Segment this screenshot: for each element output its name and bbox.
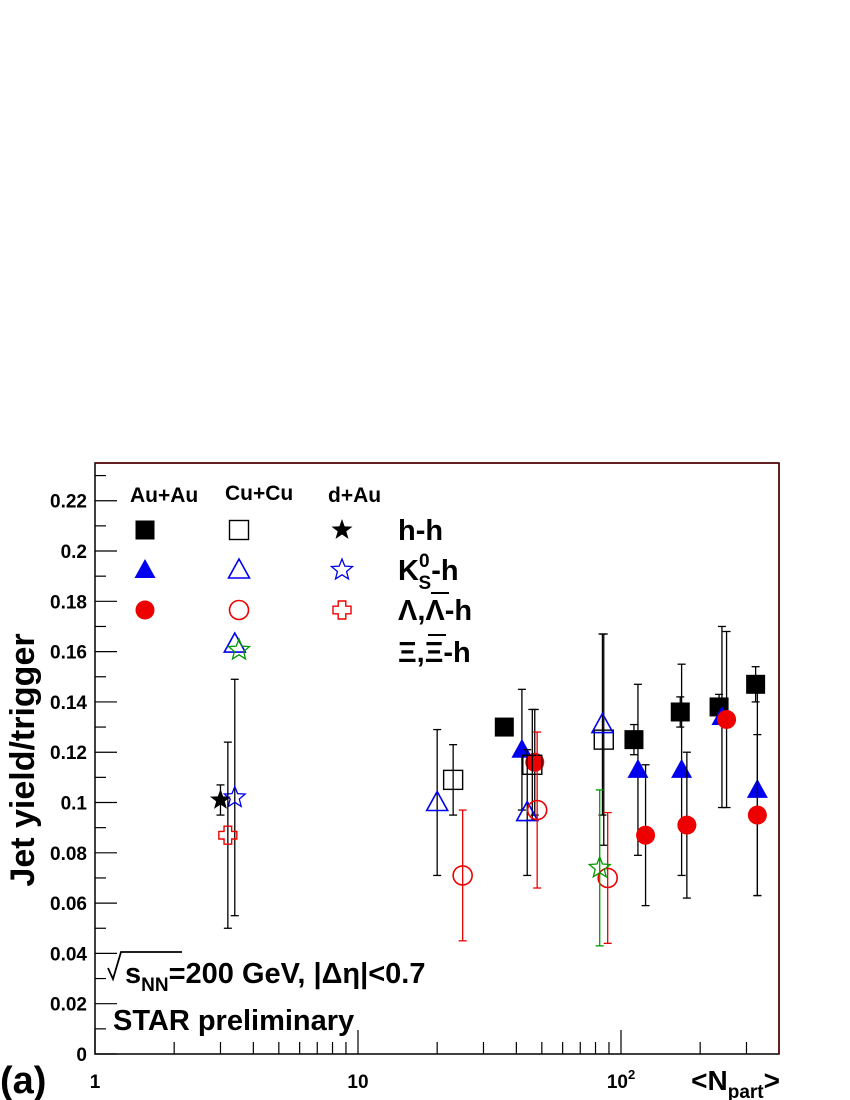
y-tick-label: 0.22 bbox=[50, 492, 87, 513]
panel-label: (a) bbox=[0, 1060, 46, 1100]
data-point-au-au-k0s-h bbox=[671, 758, 693, 778]
data-point-cu-cu-k0s-h bbox=[222, 631, 247, 653]
legend-row-k0s-sup: 0 bbox=[419, 551, 430, 572]
legend-row-xi: Ξ,Ξ-h bbox=[398, 637, 471, 669]
x-tick-label: 10 bbox=[347, 1072, 368, 1093]
sqrt-symbol bbox=[107, 951, 182, 982]
legend-marker-square bbox=[228, 519, 250, 541]
legend-row-k0s-main: K bbox=[398, 555, 419, 587]
legend-marker-star bbox=[226, 637, 252, 661]
data-point-cu-cu-k0s-h bbox=[425, 789, 450, 812]
y-tick-label: 0.12 bbox=[50, 743, 87, 764]
legend-column-auau: Au+Au bbox=[130, 484, 198, 507]
x-axis-label: <Npart> bbox=[691, 1065, 780, 1100]
legend: Au+Au Cu+Cu d+Au h-h K0 S-h Λ,Λ-h Ξ,Ξ-h bbox=[130, 482, 472, 669]
x-axis-label-end: > bbox=[764, 1065, 780, 1096]
legend-column-cucu: Cu+Cu bbox=[225, 482, 293, 505]
data-point-d-au-h bbox=[218, 825, 238, 845]
data-point-au-au-h-h bbox=[624, 730, 644, 750]
legend-marker-star bbox=[329, 557, 355, 581]
y-tick-label: 0.1 bbox=[61, 794, 88, 815]
x-axis-label-sub: part bbox=[728, 1082, 765, 1100]
data-point-au-au-h bbox=[717, 710, 737, 730]
data-point-au-au-h bbox=[677, 815, 697, 835]
y-tick-label: 0.18 bbox=[50, 592, 87, 613]
data-point-au-au-h bbox=[525, 752, 545, 772]
y-tick-label: 0.2 bbox=[61, 542, 87, 563]
legend-marker-circle bbox=[228, 599, 250, 621]
data-point-cu-cu-h bbox=[452, 865, 473, 886]
y-tick-label: 0.02 bbox=[50, 995, 87, 1016]
y-tick-label: 0.16 bbox=[50, 643, 87, 664]
legend-marker-cross bbox=[332, 600, 352, 620]
legend-markers bbox=[134, 519, 355, 661]
data-point-au-au-h-h bbox=[670, 702, 690, 722]
energy-annotation: sNN=200 GeV, |Δη|<0.7 bbox=[125, 958, 426, 996]
x-tick-label: 1 bbox=[90, 1072, 101, 1093]
legend-row-hh: h-h bbox=[398, 515, 443, 547]
y-tick-label: 0.14 bbox=[50, 693, 87, 714]
legend-marker-circle bbox=[135, 600, 155, 620]
y-axis-label: Jet yield/trigger bbox=[4, 633, 42, 886]
data-point-cu-cu-h bbox=[587, 855, 612, 879]
data-point-cu-cu-h-h bbox=[522, 754, 543, 775]
y-tick-label: 0.06 bbox=[50, 894, 87, 915]
legend-row-k0s-tail: -h bbox=[431, 555, 458, 587]
y-tick-label: 0.04 bbox=[50, 944, 87, 965]
energy-annotation-s: s bbox=[125, 958, 141, 990]
axes-layer: 0 0.02 0.04 0.06 0.08 0.1 0.12 0.14 0.16 0.18 0.2 0… bbox=[50, 474, 748, 1093]
data-point-au-au-h bbox=[636, 825, 656, 845]
energy-annotation-sub: NN bbox=[141, 975, 168, 996]
legend-marker-triangle bbox=[134, 559, 156, 578]
data-point-d-au-h-h bbox=[210, 789, 231, 809]
data-point-au-au-h-h bbox=[494, 717, 514, 737]
legend-marker-star bbox=[331, 519, 353, 539]
x-tick-label: 102 bbox=[607, 1067, 635, 1093]
marks-layer bbox=[210, 625, 768, 947]
energy-annotation-tail: =200 GeV, |Δη|<0.7 bbox=[169, 958, 426, 990]
data-point-cu-cu-h bbox=[597, 867, 618, 889]
data-point-cu-cu-h-h bbox=[442, 769, 464, 791]
legend-row-lambda: Λ,Λ-h bbox=[398, 595, 472, 627]
data-point-d-au-k0s-h bbox=[222, 784, 247, 808]
experiment-annotation: STAR preliminary bbox=[113, 1005, 354, 1037]
legend-marker-triangle bbox=[227, 557, 251, 579]
legend-row-k0s: K0 S-h bbox=[398, 551, 459, 594]
legend-marker-square bbox=[135, 520, 155, 540]
data-point-au-au-k0s-h bbox=[627, 758, 649, 778]
x-axis-label-main: <N bbox=[691, 1065, 728, 1096]
y-tick-label: 0 bbox=[76, 1045, 87, 1066]
data-point-cu-cu-k0s-h bbox=[515, 799, 540, 822]
data-point-au-au-h bbox=[747, 805, 767, 825]
data-point-cu-cu-k0s-h bbox=[590, 711, 615, 734]
data-point-cu-cu-h bbox=[526, 799, 548, 821]
legend-column-dau: d+Au bbox=[328, 484, 381, 507]
y-tick-label: 0.08 bbox=[50, 844, 87, 865]
legend-row-k0s-sub: S bbox=[419, 573, 432, 594]
data-point-cu-cu-h-h bbox=[593, 729, 614, 750]
